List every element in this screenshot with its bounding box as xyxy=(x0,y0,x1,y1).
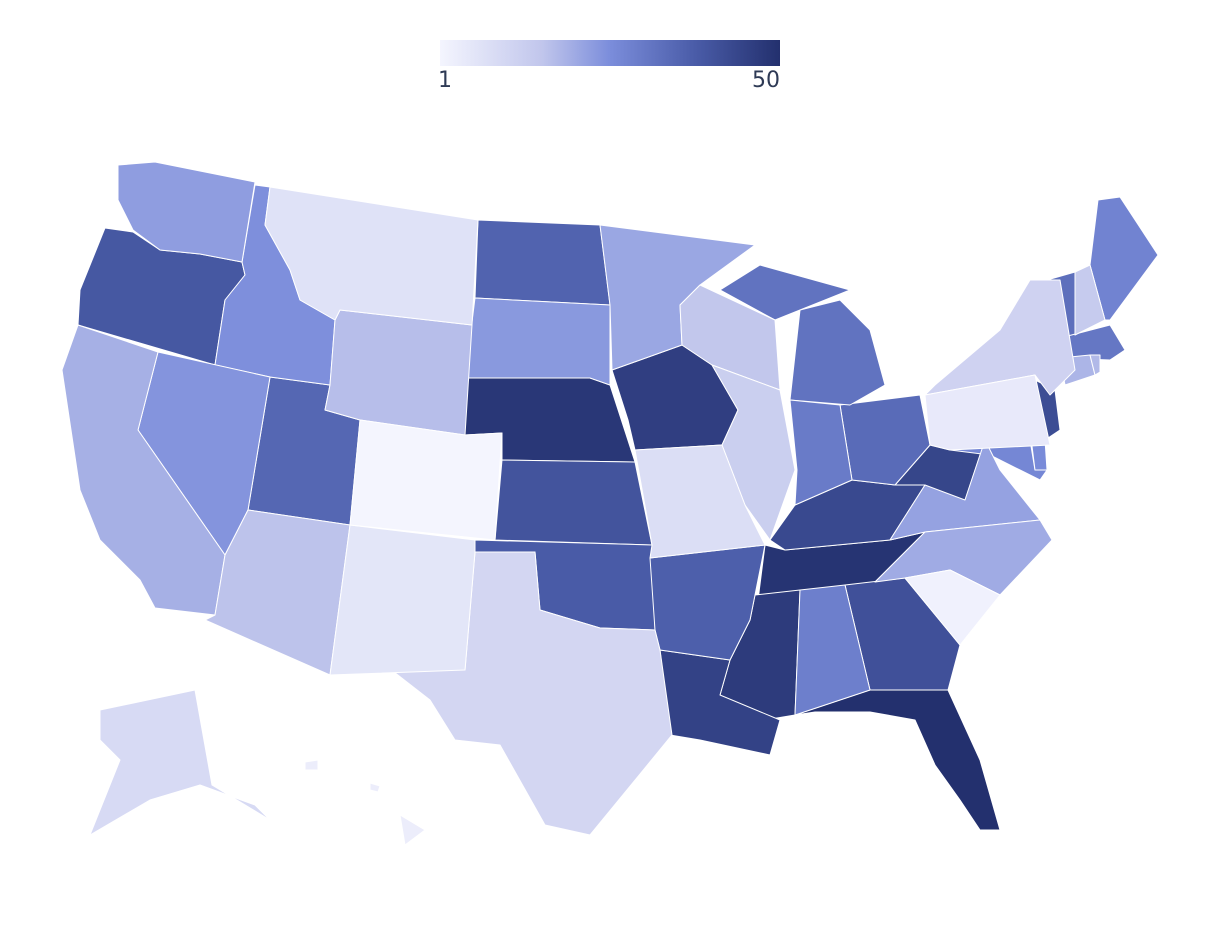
state-ri[interactable] xyxy=(1089,354,1101,376)
state-shape[interactable] xyxy=(719,264,851,321)
state-il[interactable] xyxy=(711,364,796,541)
state-shape[interactable] xyxy=(494,459,653,546)
state-shape[interactable] xyxy=(789,399,853,506)
state-shape[interactable] xyxy=(1074,264,1106,336)
state-pa[interactable] xyxy=(924,374,1051,451)
state-shape[interactable] xyxy=(61,324,226,616)
state-shape[interactable] xyxy=(794,689,1001,831)
state-shape[interactable] xyxy=(904,569,1001,646)
state-mo[interactable] xyxy=(634,444,766,559)
state-nd[interactable] xyxy=(474,219,611,306)
state-tx[interactable] xyxy=(384,551,673,836)
state-nm[interactable] xyxy=(329,524,476,676)
state-shape[interactable] xyxy=(349,419,503,541)
colorbar xyxy=(440,40,780,66)
state-shape[interactable] xyxy=(1089,354,1101,376)
state-wy[interactable] xyxy=(324,309,473,436)
state-shape[interactable] xyxy=(399,814,426,846)
colorbar-max-label: 50 xyxy=(752,68,780,93)
state-al[interactable] xyxy=(794,584,871,716)
state-la[interactable] xyxy=(659,649,781,756)
state-shape[interactable] xyxy=(659,649,781,756)
state-shape[interactable] xyxy=(329,524,476,676)
state-ny[interactable] xyxy=(924,279,1076,396)
state-hi[interactable] xyxy=(304,759,426,846)
state-shape[interactable] xyxy=(924,279,1076,396)
state-fl[interactable] xyxy=(794,689,1001,831)
state-shape[interactable] xyxy=(384,551,673,836)
state-shape[interactable] xyxy=(634,444,766,559)
state-shape[interactable] xyxy=(474,219,611,306)
state-mt[interactable] xyxy=(264,186,479,326)
state-shape[interactable] xyxy=(304,759,319,771)
state-mi[interactable] xyxy=(719,264,886,406)
state-shape[interactable] xyxy=(369,782,381,793)
state-nh[interactable] xyxy=(1074,264,1106,336)
state-shape[interactable] xyxy=(117,161,256,263)
state-shape[interactable] xyxy=(464,297,611,386)
state-wa[interactable] xyxy=(117,161,256,263)
state-shape[interactable] xyxy=(324,309,473,436)
state-ca[interactable] xyxy=(61,324,226,616)
state-shape[interactable] xyxy=(789,299,886,406)
state-shape[interactable] xyxy=(264,186,479,326)
state-ak[interactable] xyxy=(89,689,271,836)
state-sd[interactable] xyxy=(464,297,611,386)
state-in[interactable] xyxy=(789,399,853,506)
state-shape[interactable] xyxy=(711,364,796,541)
state-shape[interactable] xyxy=(89,689,271,836)
state-shape[interactable] xyxy=(794,584,871,716)
colorbar-min-label: 1 xyxy=(438,68,452,93)
state-co[interactable] xyxy=(349,419,503,541)
state-sc[interactable] xyxy=(904,569,1001,646)
state-ks[interactable] xyxy=(494,459,653,546)
state-shape[interactable] xyxy=(924,374,1051,451)
